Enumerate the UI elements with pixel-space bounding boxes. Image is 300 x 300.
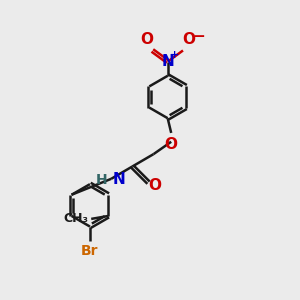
Text: O: O (182, 32, 195, 47)
Text: H: H (96, 173, 108, 187)
Text: O: O (141, 32, 154, 47)
Text: −: − (193, 29, 206, 44)
Text: O: O (165, 137, 178, 152)
Text: +: + (169, 50, 179, 60)
Text: CH₃: CH₃ (64, 212, 89, 225)
Text: O: O (148, 178, 161, 193)
Text: Br: Br (81, 244, 99, 258)
Text: N: N (112, 172, 125, 187)
Text: N: N (161, 54, 174, 69)
